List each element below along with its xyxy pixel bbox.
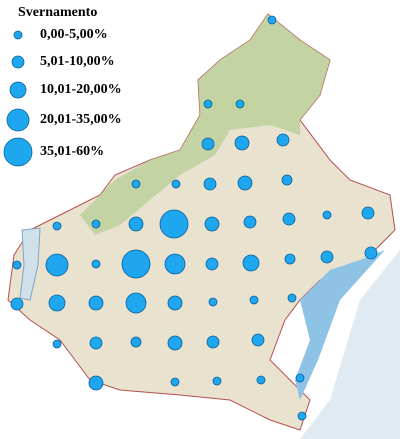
site-marker: [203, 177, 217, 191]
legend-label: 20,01-35,00%: [40, 112, 122, 127]
site-marker: [235, 99, 245, 109]
site-marker: [88, 295, 104, 311]
legend-symbol: [3, 137, 33, 167]
region: [7, 13, 396, 431]
site-marker: [282, 212, 296, 226]
legend-label: 0,00-5,00%: [40, 27, 108, 42]
points: [10, 15, 378, 421]
mountains: [80, 14, 330, 235]
site-marker: [251, 333, 265, 347]
legend-symbol: [9, 81, 27, 99]
site-marker: [48, 294, 66, 312]
site-marker: [243, 215, 257, 229]
site-marker: [167, 335, 183, 351]
site-marker: [201, 137, 215, 151]
site-marker: [204, 216, 220, 232]
sea: [300, 250, 400, 439]
site-marker: [237, 175, 253, 191]
site-marker: [167, 295, 183, 311]
site-marker: [88, 375, 104, 391]
site-marker: [320, 250, 334, 264]
site-marker: [297, 411, 307, 421]
site-marker: [159, 209, 189, 239]
site-marker: [203, 99, 213, 109]
lake: [19, 227, 41, 301]
site-marker: [130, 336, 142, 348]
legend-label: 10,01-20,00%: [40, 82, 122, 97]
site-marker: [128, 216, 144, 232]
legend-symbol: [6, 108, 30, 132]
site-marker: [234, 135, 250, 151]
site-marker: [361, 206, 375, 220]
site-marker: [242, 254, 260, 272]
legend-symbol: [13, 30, 23, 40]
site-marker: [364, 246, 378, 260]
site-marker: [91, 219, 101, 229]
site-marker: [249, 295, 259, 305]
site-marker: [52, 221, 62, 231]
site-marker: [267, 15, 277, 25]
site-marker: [121, 249, 151, 279]
site-marker: [171, 179, 181, 189]
site-marker: [52, 339, 62, 349]
site-marker: [10, 297, 24, 311]
site-marker: [208, 297, 218, 307]
site-marker: [125, 292, 147, 314]
site-marker: [45, 253, 69, 277]
site-marker: [256, 375, 266, 385]
site-marker: [284, 253, 296, 265]
site-marker: [276, 133, 290, 147]
legend: 0,00-5,00% 5,01-10,00% 10,01-20,00% 20,01-3…: [3, 27, 122, 167]
site-marker: [91, 259, 101, 269]
site-marker: [295, 373, 305, 383]
legend-label: 35,01-60%: [40, 144, 104, 159]
site-marker: [205, 257, 219, 271]
site-marker: [322, 210, 332, 220]
site-marker: [12, 260, 22, 270]
site-marker: [206, 335, 220, 349]
legend-symbol: [11, 55, 25, 69]
site-marker: [131, 179, 141, 189]
legend-label: 5,01-10,00%: [40, 54, 115, 69]
site-marker: [212, 376, 222, 386]
site-marker: [287, 293, 297, 303]
site-marker: [164, 253, 186, 275]
legend-title: Svernamento: [18, 5, 97, 20]
site-marker: [89, 336, 103, 350]
site-marker: [170, 377, 180, 387]
site-marker: [281, 174, 293, 186]
lagoon: [295, 250, 385, 400]
